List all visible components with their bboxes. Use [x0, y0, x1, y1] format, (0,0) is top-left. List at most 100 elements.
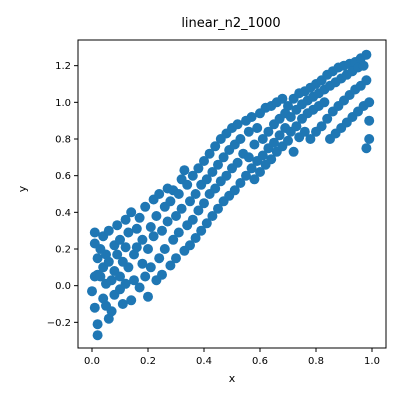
scatter-point	[364, 134, 375, 144]
scatter-point	[316, 121, 327, 132]
scatter-point	[249, 139, 260, 150]
scatter-point	[213, 203, 223, 214]
scatter-point	[232, 157, 243, 168]
scatter-point	[193, 163, 204, 174]
y-tick-label: 1.0	[55, 98, 71, 109]
scatter-point	[129, 275, 139, 286]
scatter-point	[364, 97, 375, 108]
scatter-point	[246, 163, 257, 174]
scatter-point	[199, 198, 209, 209]
scatter-point	[190, 189, 201, 199]
scatter-point	[87, 286, 97, 297]
scatter-point	[140, 201, 151, 212]
scatter-point	[266, 154, 277, 165]
scatter-point	[120, 242, 131, 253]
y-tick-label: 0.2	[55, 245, 71, 256]
scatter-point	[257, 150, 268, 161]
scatter-point	[263, 126, 274, 137]
scatter-point	[218, 152, 229, 163]
scatter-point	[232, 119, 243, 130]
scatter-point	[291, 121, 302, 132]
scatter-point	[95, 271, 106, 282]
scatter-point	[89, 302, 100, 313]
scatter-point	[143, 291, 153, 302]
scatter-point	[92, 253, 103, 264]
scatter-point	[115, 271, 125, 282]
scatter-point	[288, 146, 299, 157]
scatter-point	[252, 123, 263, 133]
y-tick-label: 0.4	[55, 208, 71, 219]
scatter-point	[187, 214, 198, 225]
scatter-point	[140, 271, 151, 282]
scatter-point	[241, 170, 251, 181]
scatter-point	[171, 253, 181, 264]
x-tick-label: 0.8	[308, 356, 324, 367]
scatter-point	[201, 218, 212, 229]
scatter-point	[199, 156, 209, 166]
scatter-point	[361, 143, 372, 154]
scatter-point	[120, 214, 131, 225]
scatter-point	[145, 262, 156, 273]
y-tick-label: 1.2	[55, 61, 71, 72]
scatter-point	[269, 137, 279, 148]
scatter-point	[165, 196, 176, 207]
scatter-point	[246, 112, 257, 122]
scatter-point	[134, 212, 145, 223]
scatter-point	[112, 220, 123, 231]
x-axis-label: x	[229, 372, 236, 385]
scatter-point	[151, 211, 162, 221]
scatter-point	[179, 165, 190, 176]
scatter-point	[112, 249, 123, 260]
scatter-point	[319, 97, 330, 108]
scatter-point	[299, 126, 310, 137]
scatter-point	[190, 233, 201, 243]
x-tick-label: 0.2	[140, 356, 156, 367]
scatter-point	[243, 126, 254, 137]
scatter-point	[157, 269, 167, 280]
scatter-point	[115, 234, 125, 245]
y-tick-label: 0.6	[55, 171, 71, 182]
y-tick-label: 0.0	[55, 281, 71, 292]
scatter-point	[103, 225, 114, 236]
scatter-point	[185, 196, 195, 207]
scatter-point	[322, 113, 333, 124]
x-tick-label: 0.0	[84, 356, 100, 367]
scatter-point	[193, 205, 204, 216]
scatter-point	[168, 234, 179, 245]
scatter-point	[176, 203, 187, 214]
scatter-point	[221, 170, 232, 181]
scatter-point	[361, 49, 372, 60]
scatter-point	[126, 295, 137, 306]
scatter-point	[137, 234, 148, 245]
scatter-point	[210, 141, 221, 152]
scatter-point	[305, 134, 316, 144]
scatter-point	[165, 260, 176, 271]
scatter-point	[89, 227, 100, 238]
scatter-point	[235, 134, 246, 144]
x-tick-label: 0.6	[252, 356, 268, 367]
scatter-point	[159, 244, 170, 254]
scatter-point	[123, 262, 134, 273]
scatter-point	[210, 183, 221, 194]
scatter-point	[255, 167, 265, 177]
scatter-point	[283, 101, 293, 111]
scatter-point	[187, 170, 198, 181]
scatter-point	[277, 93, 288, 104]
scatter-point	[283, 135, 293, 146]
x-tick-label: 1.0	[364, 356, 380, 367]
scatter-point	[196, 225, 207, 236]
scatter-point	[173, 189, 184, 199]
scatter-point	[92, 319, 103, 330]
scatter-point	[285, 112, 296, 122]
scatter-point	[120, 278, 131, 289]
scatter-point	[173, 227, 184, 238]
scatter-point	[123, 227, 134, 238]
scatter-point	[207, 167, 218, 177]
scatter-point	[134, 282, 145, 293]
scatter-point	[249, 174, 260, 185]
scatter-point	[126, 207, 137, 218]
scatter-point	[148, 231, 159, 242]
scatter-point	[162, 216, 173, 227]
y-tick-label: 0.8	[55, 135, 71, 146]
